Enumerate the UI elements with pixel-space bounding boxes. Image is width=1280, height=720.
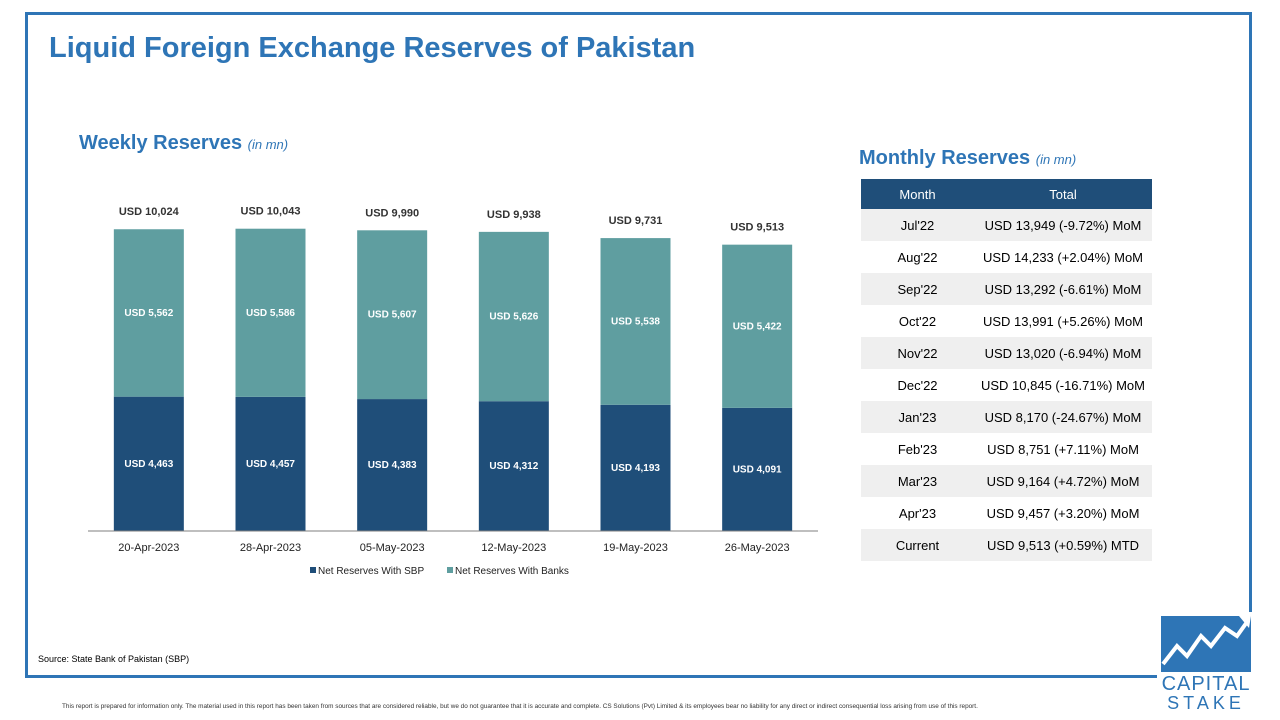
slide-frame (25, 12, 1252, 678)
x-tick-label: 28-Apr-2023 (240, 542, 301, 554)
data-label-banks: USD 5,607 (368, 310, 417, 321)
bar-banks (113, 229, 184, 397)
data-label-banks: USD 5,626 (489, 312, 538, 323)
month-cell: Dec'22 (861, 369, 974, 401)
data-label-sbp: USD 4,457 (246, 459, 295, 470)
month-cell: Jul'22 (861, 209, 974, 241)
data-label-sbp: USD 4,193 (611, 463, 660, 474)
disclaimer: This report is prepared for information … (62, 703, 978, 710)
table-row: Nov'22 USD 13,020 (-6.94%) MoM (861, 337, 1152, 369)
month-cell: Feb'23 (861, 433, 974, 465)
bar-banks (357, 230, 428, 400)
data-label-banks: USD 5,538 (611, 316, 660, 327)
x-tick-label: 05-May-2023 (360, 542, 425, 554)
weekly-reserves-title: Weekly Reserves (in mn) (79, 132, 288, 155)
header-month: Month (861, 179, 974, 209)
bar-banks (478, 231, 549, 402)
legend-swatch (447, 567, 453, 573)
month-cell: Oct'22 (861, 305, 974, 337)
month-cell: Nov'22 (861, 337, 974, 369)
table-row: Sep'22 USD 13,292 (-6.61%) MoM (861, 273, 1152, 305)
bar-sbp (600, 404, 671, 531)
total-cell: USD 9,164 (+4.72%) MoM (974, 465, 1152, 497)
total-cell: USD 13,020 (-6.94%) MoM (974, 337, 1152, 369)
total-cell: USD 9,457 (+3.20%) MoM (974, 497, 1152, 529)
x-tick-label: 19-May-2023 (603, 542, 668, 554)
total-label: USD 10,043 (241, 206, 301, 218)
total-cell: USD 13,292 (-6.61%) MoM (974, 273, 1152, 305)
total-cell: USD 9,513 (+0.59%) MTD (974, 529, 1152, 561)
data-label-sbp: USD 4,312 (489, 461, 538, 472)
logo-box (1161, 616, 1251, 672)
bar-banks (722, 244, 793, 408)
total-cell: USD 8,751 (+7.11%) MoM (974, 433, 1152, 465)
table-row: Oct'22 USD 13,991 (+5.26%) MoM (861, 305, 1152, 337)
month-cell: Apr'23 (861, 497, 974, 529)
month-cell: Jan'23 (861, 401, 974, 433)
month-cell: Current (861, 529, 974, 561)
table-row: Jan'23 USD 8,170 (-24.67%) MoM (861, 401, 1152, 433)
total-label: USD 9,513 (730, 222, 784, 234)
legend-label: Net Reserves With Banks (455, 566, 569, 577)
x-tick-label: 20-Apr-2023 (118, 542, 179, 554)
x-tick-label: 26-May-2023 (725, 542, 790, 554)
data-label-sbp: USD 4,463 (124, 459, 173, 470)
page-title: Liquid Foreign Exchange Reserves of Paki… (49, 32, 696, 64)
month-cell: Mar'23 (861, 465, 974, 497)
monthly-reserves-title: Monthly Reserves (in mn) (859, 147, 1076, 170)
bar-banks (235, 228, 306, 397)
weekly-title-text: Weekly Reserves (79, 132, 243, 154)
table-row: Mar'23 USD 9,164 (+4.72%) MoM (861, 465, 1152, 497)
logo-text-line2: STAKE (1167, 693, 1245, 712)
total-cell: USD 13,949 (-9.72%) MoM (974, 209, 1152, 241)
bar-banks (600, 238, 671, 405)
capital-stake-logo: CAPITAL STAKE (1157, 612, 1253, 713)
table-row: Feb'23 USD 8,751 (+7.11%) MoM (861, 433, 1152, 465)
table-row: Aug'22 USD 14,233 (+2.04%) MoM (861, 241, 1152, 273)
bar-sbp (357, 399, 428, 531)
total-cell: USD 14,233 (+2.04%) MoM (974, 241, 1152, 273)
x-tick-label: 12-May-2023 (481, 542, 546, 554)
bar-sbp (478, 401, 549, 531)
data-label-banks: USD 5,586 (246, 308, 295, 319)
total-label: USD 10,024 (119, 206, 180, 218)
total-label: USD 9,731 (609, 215, 663, 227)
header-total: Total (974, 179, 1152, 209)
bar-sbp (113, 396, 184, 531)
table-row: Apr'23 USD 9,457 (+3.20%) MoM (861, 497, 1152, 529)
data-label-banks: USD 5,562 (124, 308, 173, 319)
logo-arrow-head (1239, 616, 1251, 628)
table-row: Current USD 9,513 (+0.59%) MTD (861, 529, 1152, 561)
total-cell: USD 8,170 (-24.67%) MoM (974, 401, 1152, 433)
table-header-row: Month Total (861, 179, 1152, 209)
data-label-sbp: USD 4,383 (368, 460, 417, 471)
logo-text-line1: CAPITAL (1162, 673, 1251, 695)
total-label: USD 9,990 (365, 207, 419, 219)
legend-swatch (310, 567, 316, 573)
bar-sbp (722, 407, 793, 531)
legend-label: Net Reserves With SBP (318, 566, 424, 577)
total-cell: USD 10,845 (-16.71%) MoM (974, 369, 1152, 401)
monthly-unit: (in mn) (1035, 152, 1077, 167)
month-cell: Aug'22 (861, 241, 974, 273)
data-label-sbp: USD 4,091 (733, 464, 782, 475)
monthly-title-text: Monthly Reserves (859, 147, 1031, 169)
data-label-banks: USD 5,422 (733, 321, 782, 332)
weekly-unit: (in mn) (247, 137, 289, 152)
table-row: Dec'22 USD 10,845 (-16.71%) MoM (861, 369, 1152, 401)
monthly-reserves-table: Month Total Jul'22 USD 13,949 (-9.72%) Mo… (861, 179, 1152, 561)
logo-trend-line (1161, 620, 1249, 666)
total-label: USD 9,938 (487, 209, 541, 221)
logo-graphic: CAPITAL STAKE (1161, 616, 1251, 713)
table-row: Jul'22 USD 13,949 (-9.72%) MoM (861, 209, 1152, 241)
source-note: Source: State Bank of Pakistan (SBP) (38, 654, 190, 664)
month-cell: Sep'22 (861, 273, 974, 305)
bar-sbp (235, 396, 306, 531)
total-cell: USD 13,991 (+5.26%) MoM (974, 305, 1152, 337)
